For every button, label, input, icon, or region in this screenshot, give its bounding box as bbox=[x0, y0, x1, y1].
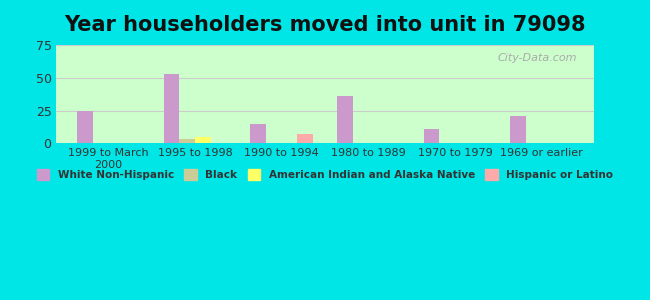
Bar bbox=[250, 124, 266, 143]
Text: City-Data.com: City-Data.com bbox=[498, 53, 577, 63]
Legend: White Non-Hispanic, Black, American Indian and Alaska Native, Hispanic or Latino: White Non-Hispanic, Black, American Indi… bbox=[32, 164, 618, 185]
Bar bbox=[164, 74, 179, 143]
Bar bbox=[424, 129, 439, 143]
Title: Year householders moved into unit in 79098: Year householders moved into unit in 790… bbox=[64, 15, 586, 35]
Bar bbox=[337, 96, 353, 143]
Bar bbox=[77, 110, 93, 143]
Bar bbox=[297, 134, 313, 143]
Bar bbox=[510, 116, 526, 143]
Bar bbox=[195, 137, 211, 143]
Bar bbox=[179, 140, 195, 143]
